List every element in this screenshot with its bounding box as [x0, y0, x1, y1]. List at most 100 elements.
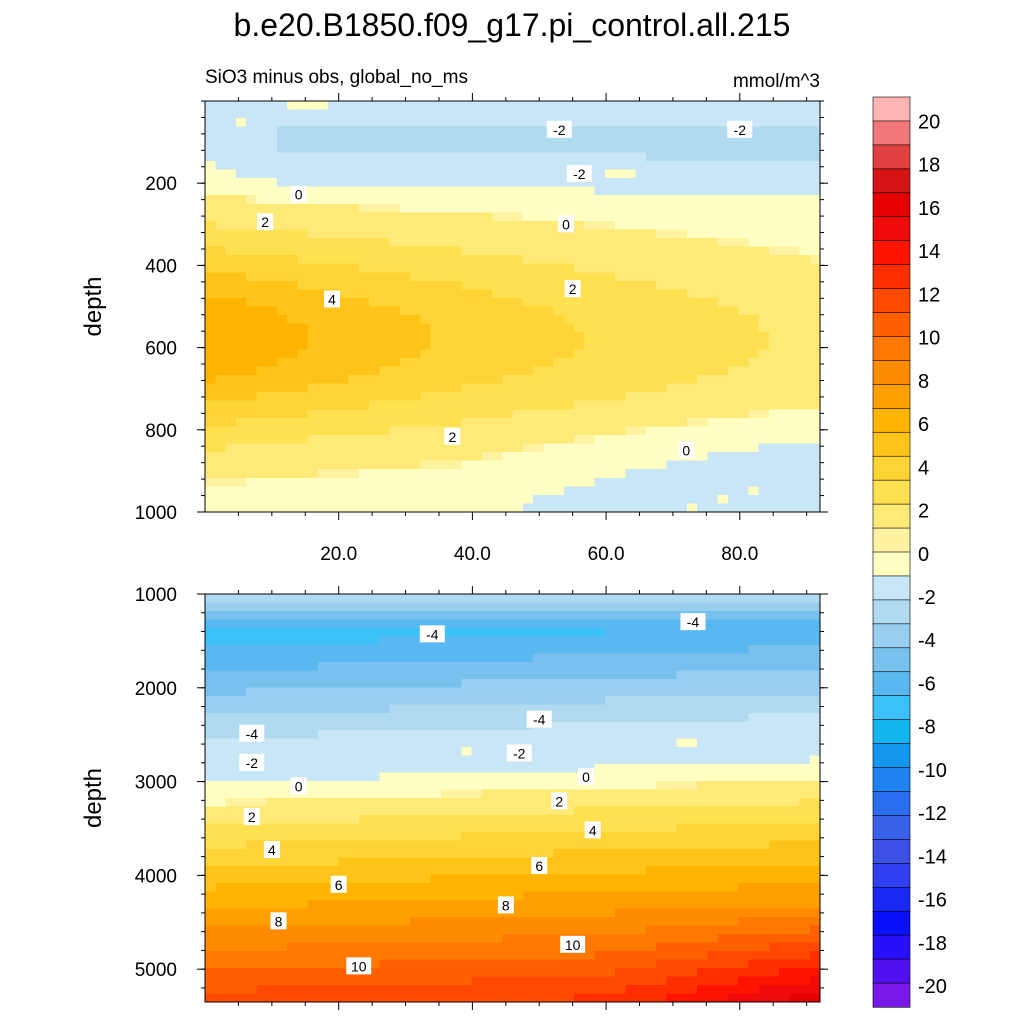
heatmap-cell — [420, 806, 432, 816]
heatmap-cell — [369, 789, 380, 799]
heatmap-cell — [410, 619, 421, 629]
heatmap-cell — [799, 375, 811, 385]
heatmap-cell — [369, 220, 380, 231]
heatmap-cell — [574, 823, 585, 833]
heatmap-cell — [297, 323, 309, 333]
heatmap-cell — [358, 891, 370, 901]
heatmap-cell — [502, 409, 514, 419]
heatmap-cell — [297, 730, 309, 740]
heatmap-cell — [543, 951, 555, 961]
heatmap-cell — [430, 704, 442, 714]
heatmap-cell — [369, 203, 380, 213]
heatmap-cell — [235, 942, 247, 952]
heatmap-cell — [512, 772, 524, 782]
heatmap-cell — [522, 934, 534, 944]
heatmap-cell — [328, 755, 339, 765]
heatmap-cell — [338, 611, 350, 621]
heatmap-cell — [686, 417, 698, 427]
heatmap-cell — [256, 602, 268, 612]
heatmap-cell — [502, 426, 514, 436]
heatmap-cell — [666, 323, 678, 333]
heatmap-cell — [379, 152, 391, 162]
heatmap-cell — [205, 315, 216, 325]
heatmap-cell — [358, 143, 370, 153]
heatmap-cell — [543, 857, 555, 867]
heatmap-cell — [625, 101, 637, 111]
heatmap-cell — [276, 255, 288, 265]
heatmap-cell — [328, 653, 339, 663]
heatmap-cell — [276, 263, 288, 273]
heatmap-cell — [410, 494, 421, 505]
heatmap-cell — [563, 392, 575, 402]
heatmap-cell — [727, 349, 739, 359]
heatmap-cell — [369, 135, 380, 145]
heatmap-cell — [522, 229, 534, 239]
heatmap-cell — [287, 976, 298, 986]
heatmap-cell — [717, 366, 729, 376]
heatmap-cell — [635, 263, 647, 273]
heatmap-cell — [307, 874, 319, 884]
heatmap-cell — [328, 619, 339, 629]
heatmap-cell — [635, 272, 647, 282]
heatmap-cell — [451, 934, 462, 944]
heatmap-cell — [246, 434, 257, 445]
heatmap-cell — [707, 392, 719, 402]
heatmap-cell — [338, 289, 350, 299]
heatmap-cell — [246, 823, 257, 833]
heatmap-cell — [287, 160, 298, 171]
heatmap-cell — [399, 375, 411, 385]
heatmap-cell — [584, 789, 596, 799]
heatmap-cell — [451, 704, 462, 714]
heatmap-cell — [471, 653, 483, 663]
heatmap-cell — [768, 494, 780, 505]
heatmap-cell — [697, 400, 708, 410]
heatmap-cell — [379, 392, 391, 402]
heatmap-cell — [297, 349, 309, 359]
heatmap-cell — [410, 280, 421, 290]
heatmap-cell — [317, 263, 329, 273]
heatmap-cell — [389, 636, 401, 646]
heatmap-cell — [543, 645, 555, 655]
heatmap-cell — [522, 366, 534, 376]
heatmap-cell — [348, 653, 360, 663]
heatmap-cell — [328, 747, 339, 757]
heatmap-cell — [235, 976, 247, 986]
heatmap-cell — [533, 942, 544, 952]
heatmap-cell — [481, 849, 493, 859]
heatmap-cell — [533, 126, 544, 136]
heatmap-cell — [471, 849, 483, 859]
heatmap-cell — [533, 908, 544, 918]
heatmap-cell — [225, 653, 237, 663]
heatmap-cell — [481, 186, 493, 196]
heatmap-cell — [215, 874, 227, 884]
heatmap-cell — [604, 443, 616, 453]
heatmap-cell — [471, 823, 483, 833]
heatmap-cell — [307, 212, 319, 222]
heatmap-cell — [246, 143, 257, 153]
heatmap-cell — [604, 832, 616, 842]
heatmap-cell — [328, 806, 339, 816]
heatmap-cell — [533, 366, 544, 376]
heatmap-cell — [338, 477, 350, 487]
heatmap-cell — [287, 417, 298, 427]
heatmap-cell — [358, 152, 370, 162]
heatmap-cell — [738, 169, 749, 179]
heatmap-cell — [635, 469, 647, 479]
heatmap-cell — [348, 747, 360, 757]
heatmap-cell — [635, 503, 647, 513]
heatmap-cell — [430, 730, 442, 740]
heatmap-cell — [809, 126, 821, 136]
heatmap-cell — [451, 730, 462, 740]
heatmap-cell — [799, 340, 811, 350]
heatmap-cell — [574, 602, 585, 612]
heatmap-cell — [235, 611, 247, 621]
heatmap-cell — [379, 357, 391, 368]
heatmap-cell — [799, 143, 811, 153]
heatmap-cell — [512, 469, 524, 479]
heatmap-cell — [604, 662, 616, 672]
heatmap-cell — [307, 434, 319, 445]
heatmap-cell — [246, 636, 257, 646]
heatmap-cell — [451, 486, 462, 496]
heatmap-cell — [779, 306, 790, 316]
heatmap-cell — [604, 985, 616, 995]
